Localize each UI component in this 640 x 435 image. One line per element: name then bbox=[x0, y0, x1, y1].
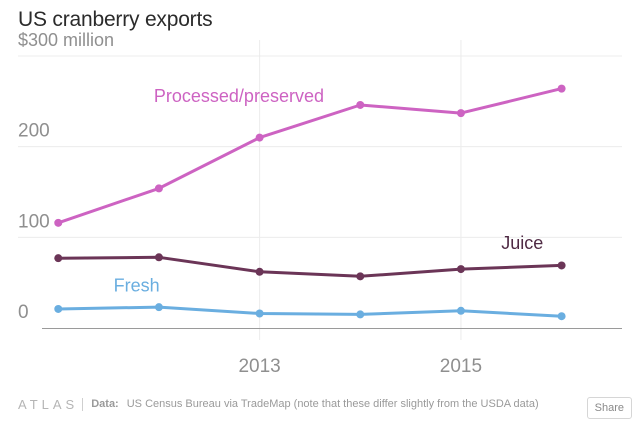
series-2-point-2 bbox=[255, 309, 264, 318]
y-tick-label-0: 0 bbox=[18, 302, 29, 323]
series-0-point-1 bbox=[154, 184, 163, 193]
series-2-point-3 bbox=[356, 310, 365, 319]
series-0-point-4 bbox=[456, 109, 465, 118]
source-text: US Census Bureau via TradeMap (note that… bbox=[126, 398, 539, 410]
atlas-logo: ATLAS bbox=[18, 396, 79, 412]
series-2-point-4 bbox=[456, 306, 465, 315]
series-1-point-0 bbox=[54, 254, 63, 263]
series-label-1: Juice bbox=[501, 233, 543, 253]
series-line-0 bbox=[56, 87, 564, 225]
series-1-point-2 bbox=[255, 267, 264, 276]
series-line-2 bbox=[56, 305, 564, 318]
series-label-2: Fresh bbox=[114, 276, 160, 296]
grid-layer bbox=[18, 40, 622, 340]
chart-footer: ATLAS Data: US Census Bureau via TradeMa… bbox=[18, 394, 539, 414]
series-2-point-5 bbox=[557, 312, 566, 321]
y-tick-label-300: $300 million bbox=[18, 30, 114, 50]
series-2-point-1 bbox=[154, 303, 163, 312]
axis-layer: 0 100 200 $300 million 2013 2015 bbox=[18, 30, 622, 377]
line-chart: 0 100 200 $300 million 2013 2015 Processed/pr… bbox=[18, 30, 622, 377]
series-0-point-5 bbox=[557, 84, 566, 93]
series-0-point-2 bbox=[255, 133, 264, 142]
series-1-point-5 bbox=[557, 261, 566, 270]
series-1-point-4 bbox=[456, 265, 465, 274]
series-0-point-0 bbox=[54, 218, 63, 227]
share-button[interactable]: Share bbox=[586, 397, 632, 419]
x-tick-label-2015: 2015 bbox=[440, 356, 482, 377]
label-layer: Processed/preserved Juice Fresh bbox=[114, 86, 544, 295]
series-0-point-3 bbox=[356, 100, 365, 109]
y-tick-label-100: 100 bbox=[18, 211, 50, 232]
source-label: Data: bbox=[91, 398, 119, 410]
footer-divider bbox=[82, 397, 84, 411]
series-line-1 bbox=[56, 255, 564, 278]
series-layer bbox=[54, 84, 566, 321]
series-1-point-3 bbox=[356, 272, 365, 281]
chart-title: US cranberry exports bbox=[18, 8, 213, 31]
series-label-0: Processed/preserved bbox=[154, 86, 324, 106]
series-1-point-1 bbox=[154, 253, 163, 262]
y-tick-label-200: 200 bbox=[18, 121, 50, 142]
x-tick-label-2013: 2013 bbox=[238, 356, 280, 377]
series-2-point-0 bbox=[54, 304, 63, 313]
